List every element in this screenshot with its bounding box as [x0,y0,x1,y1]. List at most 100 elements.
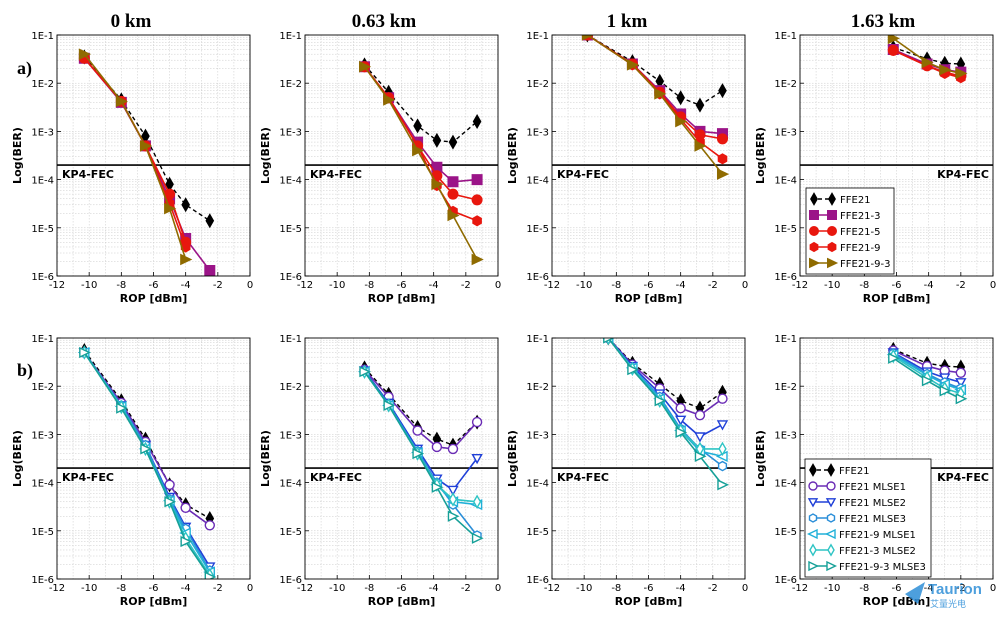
data-point-ffe21-9-3-mlse3 [717,479,730,491]
legend-marker-ffe21-mlse1 [808,481,818,491]
x-tick-label: -8 [116,280,126,291]
data-point-ffe21 [718,83,727,99]
data-point-ffe21 [472,114,482,130]
kp4-fec-label: KP4-FEC [937,471,989,484]
data-point-ffe21-9-3 [78,48,92,60]
x-tick-label: -2 [213,280,223,291]
legend-marker-ffe21-mlse3 [808,513,818,523]
legend-marker-ffe21-mlse2 [825,498,837,508]
series-group [886,341,968,405]
x-tick-label: 0 [247,280,253,291]
plot-frame [799,34,994,277]
data-point-ffe21-3 [204,265,216,276]
series-line-ffe21-9 [892,49,962,79]
x-tick-label: 0 [495,280,501,291]
y-tick-label: 1E-6 [279,272,302,283]
data-point-ffe21-mlse1 [717,393,728,404]
column-titles: 0 km 0.63 km 1 km 1.63 km [111,11,916,32]
panel-b-1-km: -12 -10 -8 -6 -4 -2 0 1E-6 1E-5 1E-4 1E-3 1E-2 1E-1 R… [506,334,748,608]
data-point-ffe21-5 [716,133,728,145]
data-point-ffe21-mlse1 [204,520,215,531]
data-point-ffe21-9-3 [694,140,707,152]
x-tick-label: -4 [676,280,686,291]
legend-label-ffe21: FFE21 [840,195,871,206]
series-group [359,57,484,266]
series-line-ffe21-3-mlse2 [892,355,962,395]
y-tick-label: 1E-4 [279,479,302,490]
series-line-ffe21 [363,64,478,143]
y-tick-label: 1E-3 [774,430,797,441]
kp4-fec-label: KP4-FEC [62,168,114,181]
plot-frame [551,337,746,580]
y-tick-label: 1E-2 [31,79,54,90]
data-point-ffe21-mlse1 [675,402,686,414]
data-point-ffe21-9-3 [431,178,444,191]
y-tick-label: 1E-5 [279,224,302,235]
series-line-ffe21-9-mlse1 [892,354,962,391]
legend-label-ffe21-9-3-mlse3: FFE21-9-3 MLSE3 [839,562,926,573]
series-line-ffe21-9-3 [586,35,724,175]
y-tick-label: 1E-2 [279,382,302,393]
data-point-ffe21-9 [888,44,899,56]
data-point-ffe21-9-3 [115,95,128,108]
legend-marker-ffe21-5 [809,226,819,236]
x-axis-label: ROP [dBm] [120,595,188,608]
data-point-ffe21-9-3 [581,35,595,41]
data-point-ffe21-9 [717,153,728,165]
y-tick-label: 1E-3 [526,127,549,138]
series-group [357,360,484,544]
data-point-ffe21-9-3 [955,67,968,80]
data-point-ffe21-9-3-mlse3 [431,481,444,493]
series-line-ffe21-9-3-mlse3 [892,357,962,400]
legend-label-ffe21-9-3: FFE21-9-3 [840,259,891,270]
y-tick-label: 1E-4 [774,479,797,490]
data-point-ffe21-9-3-mlse3 [694,450,707,462]
data-point-ffe21-5 [471,194,483,206]
series-line-ffe21-9-3-mlse3 [363,371,478,539]
y-tick-label: 1E-6 [31,272,54,283]
x-tick-label: -6 [892,583,902,594]
data-point-ffe21-9-3 [626,59,640,71]
legend-marker-ffe21-9-mlse1 [806,528,818,540]
y-tick-label: 1E-3 [526,430,549,441]
x-tick-label: -10 [329,583,345,594]
data-point-ffe21-9-3-mlse3 [654,395,667,407]
legend-marker-ffe21-3 [827,210,837,220]
legend-marker-ffe21-9-mlse1 [824,528,836,540]
x-tick-label: -12 [792,583,808,594]
y-tick-label: 1E-5 [31,224,54,235]
x-tick-label: -12 [49,583,65,594]
watermark-name: Taurion [928,581,982,598]
series-line-ffe21-mlse3 [892,352,962,390]
data-point-ffe21-9-3 [716,168,730,180]
y-tick-label: 1E-5 [31,527,54,538]
x-tick-label: -8 [116,583,126,594]
data-point-ffe21-9-3 [139,140,153,152]
data-point-ffe21-mlse2 [694,432,706,443]
data-point-ffe21-mlse1 [431,441,443,453]
legend-marker-ffe21-9 [827,241,837,253]
legend-marker-ffe21-3-mlse2 [809,543,817,557]
panel-b-0-63-km: -12 -10 -8 -6 -4 -2 0 1E-6 1E-5 1E-4 1E-3 1E-2 1E-1 R… [259,334,501,608]
x-tick-label: -12 [49,280,65,291]
data-point-ffe21-mlse1 [412,425,423,436]
x-tick-label: -6 [397,583,407,594]
data-point-ffe21-9-3 [887,35,900,45]
data-point-ffe21-9-3-mlse3 [447,510,460,522]
x-tick-label: -6 [149,583,159,594]
data-point-ffe21-9-3-mlse3 [675,426,688,439]
x-tick-label: -12 [544,583,560,594]
data-point-ffe21 [448,134,458,150]
y-tick-label: 1E-4 [526,176,549,187]
x-tick-label: -10 [824,280,840,291]
data-point-ffe21 [695,97,705,113]
watermark-subtitle: 艾量光电 [930,598,966,609]
legend-marker-ffe21 [810,192,818,206]
y-tick-label: 1E-6 [31,575,54,586]
data-point-ffe21-mlse2 [716,420,729,431]
data-point-ffe21-9-3 [654,88,667,100]
data-point-ffe21-mlse2 [674,415,687,426]
legend-marker-ffe21 [809,463,817,477]
data-point-ffe21-mlse1 [694,410,706,421]
